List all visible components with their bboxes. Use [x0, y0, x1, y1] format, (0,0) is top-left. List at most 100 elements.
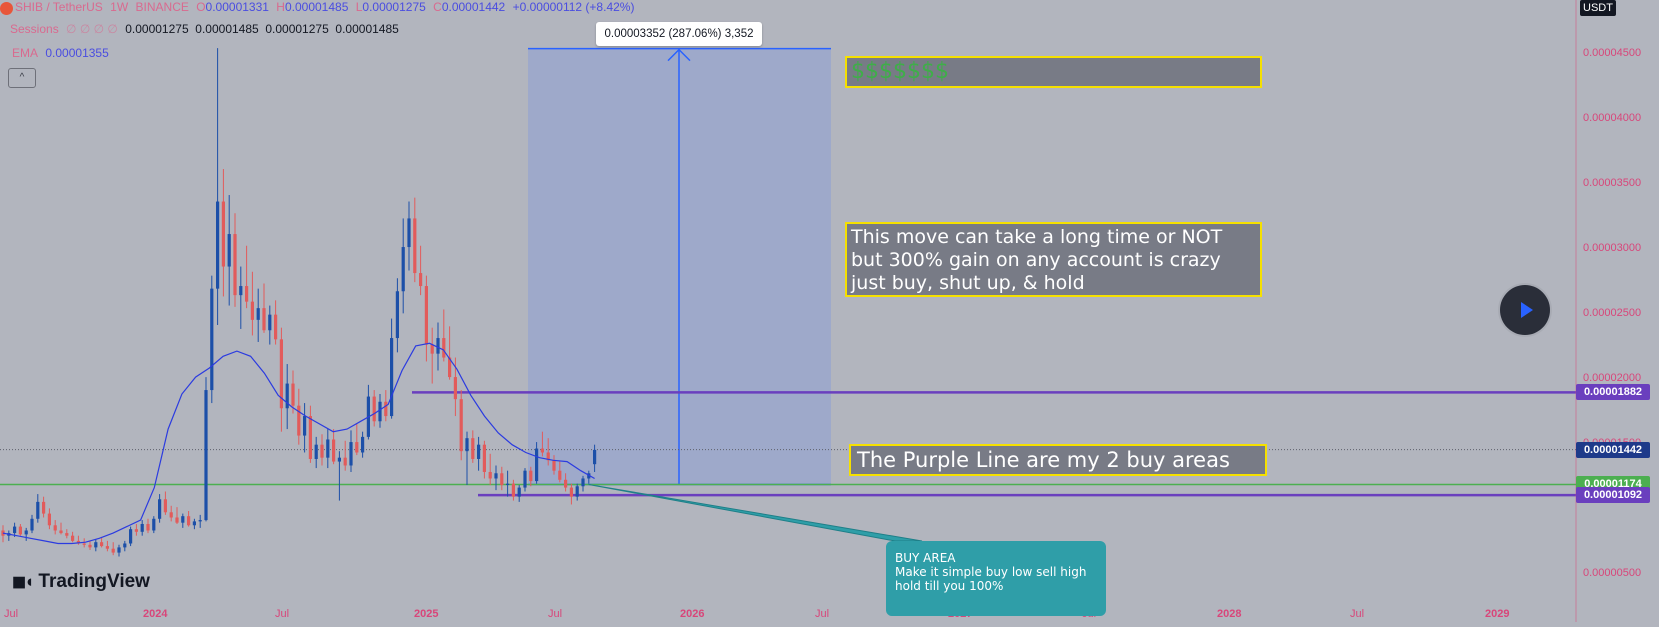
candle-body	[175, 517, 179, 523]
candle-body	[355, 442, 359, 453]
price-axis-tick: 0.00004000	[1583, 112, 1641, 124]
candle-body	[279, 339, 283, 409]
candle-body	[529, 470, 533, 482]
candle-body	[42, 501, 46, 514]
candle-body	[343, 457, 347, 466]
candle-body	[192, 521, 196, 526]
candle-body	[233, 234, 237, 296]
open-label: O	[196, 0, 206, 14]
note-move-time[interactable]: This move can take a long time or NOT bu…	[845, 222, 1262, 297]
candle-body	[239, 286, 243, 296]
candle-body	[384, 401, 388, 417]
measure-layer	[528, 47, 831, 486]
candle-body	[332, 439, 336, 462]
high-label: H	[276, 0, 285, 14]
candle-body	[146, 523, 150, 531]
sessions-label[interactable]: Sessions	[10, 22, 59, 36]
ema-value: 0.00001355	[45, 46, 109, 60]
candle-body	[401, 247, 405, 292]
candle-body	[471, 438, 475, 459]
high-value: 0.00001485	[284, 0, 349, 14]
candle-body	[308, 416, 312, 459]
sessions-values: 0.00001275 0.00001485 0.00001275 0.00001…	[125, 22, 399, 36]
candle-body	[546, 452, 550, 461]
ema-legend: EMA 0.00001355	[12, 46, 113, 60]
candle-body	[482, 444, 486, 472]
candle-body	[477, 444, 481, 459]
upper-buy-price-tag: 0.00001882	[1576, 384, 1650, 401]
sessions-legend: Sessions ∅ ∅ ∅ ∅ 0.00001275 0.00001485 0…	[10, 22, 403, 36]
candle-body	[430, 344, 434, 354]
candle-body	[320, 444, 324, 458]
candle-body	[129, 529, 133, 544]
candle-body	[76, 540, 80, 544]
candle-body	[88, 544, 92, 548]
candle-body	[372, 396, 376, 422]
candle-body	[390, 338, 394, 417]
ema-line	[2, 342, 595, 545]
candle-body	[564, 479, 568, 488]
candle-body	[436, 338, 440, 354]
time-axis-tick: Jul	[548, 608, 562, 620]
callout-layer	[588, 483, 923, 542]
candle-body	[291, 383, 295, 406]
candle-body	[59, 530, 63, 534]
symbol-name[interactable]: SHIB / TetherUS	[15, 0, 103, 14]
interval-label[interactable]: 1W	[110, 0, 129, 14]
replay-play-button[interactable]	[1500, 285, 1550, 335]
price-axis-tick: 0.00003500	[1583, 177, 1641, 189]
price-axis-layer: 0.00004500 0.00004000 0.00003500 0.00003000…	[1575, 0, 1641, 622]
candle-body	[569, 487, 573, 497]
exchange-label: BINANCE	[135, 0, 189, 14]
note-move-line: but 300% gain on any account is crazy	[851, 249, 1221, 271]
candle-body	[117, 547, 121, 553]
time-axis-tick: 2029	[1485, 608, 1509, 620]
last-price-tag: 0.00001442	[1576, 441, 1650, 458]
candle-body	[419, 273, 423, 287]
candle-body	[500, 473, 504, 485]
candle-body	[94, 542, 98, 548]
time-axis-tick: Jul	[275, 608, 289, 620]
tradingview-logo[interactable]: ◼◖ TradingView	[12, 571, 150, 593]
candle-body	[488, 471, 492, 479]
ema-label[interactable]: EMA	[12, 46, 39, 60]
buy-area-body-line: Make it simple buy low sell high	[895, 565, 1087, 579]
candle-body	[575, 486, 579, 497]
collapse-legend-button[interactable]: ^	[8, 68, 36, 88]
candle-body	[558, 470, 562, 480]
low-value: 0.00001275	[362, 0, 426, 14]
note-purple-line[interactable]: The Purple Line are my 2 buy areas	[849, 444, 1267, 476]
candle-body	[442, 338, 446, 358]
candle-body	[459, 399, 463, 452]
candle-body	[30, 518, 34, 531]
currency-tag[interactable]: USDT	[1580, 0, 1616, 16]
candle-body	[361, 436, 365, 453]
candle-body	[187, 516, 191, 526]
candle-body	[18, 526, 22, 535]
candle-body	[448, 357, 452, 378]
note-dollar-signs[interactable]: $$$$$$$	[845, 56, 1262, 88]
candle-body	[511, 483, 515, 497]
price-axis-tick: 0.00000500	[1583, 567, 1641, 579]
shib-coin-icon	[0, 2, 13, 15]
candle-body	[262, 308, 266, 331]
candle-body	[256, 308, 260, 320]
note-move-line: This move can take a long time or NOT	[851, 226, 1223, 248]
candle-body	[407, 218, 411, 248]
close-label: C	[433, 0, 442, 14]
candle-body	[169, 512, 173, 518]
candle-body	[53, 525, 57, 531]
candle-body	[581, 478, 585, 487]
candle-body	[349, 442, 353, 466]
candle-body	[198, 520, 202, 522]
candle-body	[494, 473, 498, 479]
buy-area-title: BUY AREA	[895, 551, 956, 565]
ema-layer	[2, 342, 595, 545]
candle-body	[204, 390, 208, 521]
buy-area-pointer	[588, 483, 923, 542]
candle-body	[337, 457, 341, 462]
play-icon	[1521, 302, 1533, 318]
buy-area-callout[interactable]: BUY AREA Make it simple buy low sell hig…	[886, 541, 1106, 616]
